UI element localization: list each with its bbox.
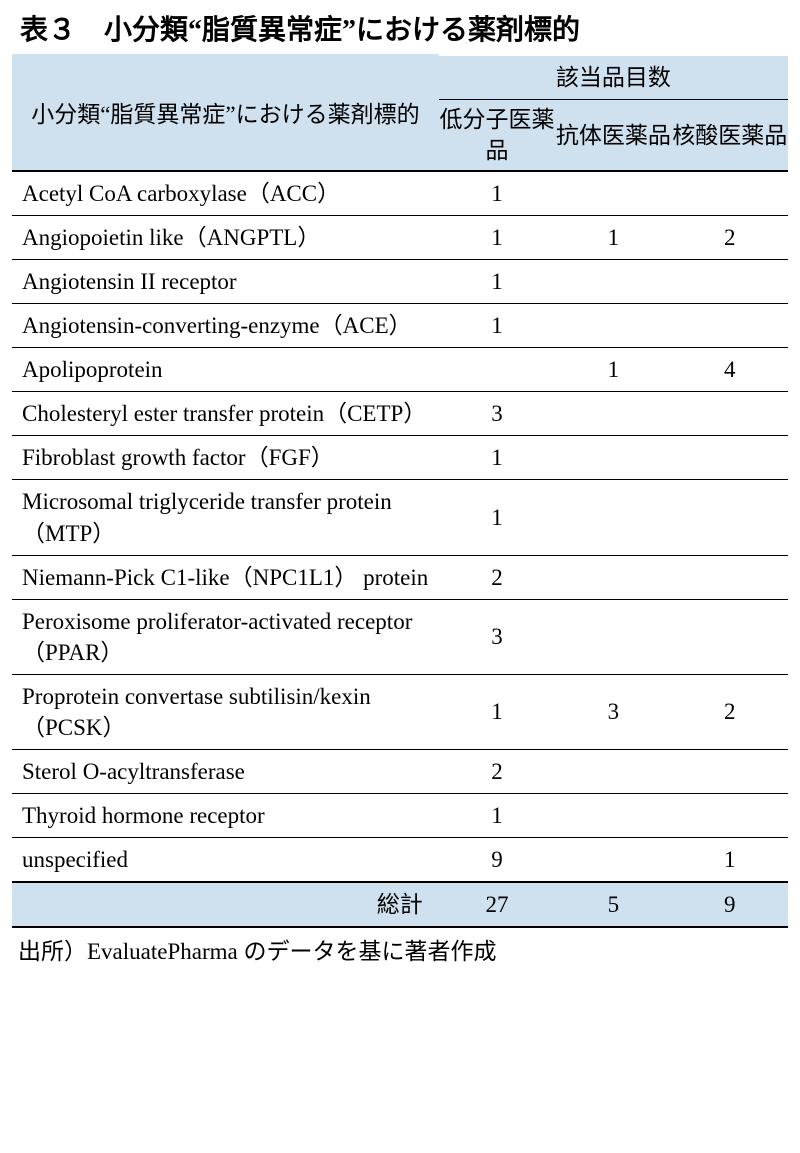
value-cell bbox=[555, 837, 671, 882]
target-cell: Microsomal triglyceride transfer protein… bbox=[12, 480, 439, 555]
table-row: Cholesteryl ester transfer protein（CETP）… bbox=[12, 392, 788, 436]
target-cell: Apolipoprotein bbox=[12, 348, 439, 392]
value-cell bbox=[555, 304, 671, 348]
value-cell: 2 bbox=[439, 749, 555, 793]
target-cell: Peroxisome proliferator-activated recept… bbox=[12, 599, 439, 674]
value-cell: 4 bbox=[672, 348, 788, 392]
total-label: 総計 bbox=[12, 882, 439, 927]
total-value: 5 bbox=[555, 882, 671, 927]
table-title: 表３ 小分類“脂質異常症”における薬剤標的 bbox=[12, 8, 788, 48]
target-cell: Sterol O-acyltransferase bbox=[12, 749, 439, 793]
table-row: Sterol O-acyltransferase2 bbox=[12, 749, 788, 793]
value-cell bbox=[672, 260, 788, 304]
value-cell: 1 bbox=[439, 260, 555, 304]
value-cell bbox=[555, 260, 671, 304]
value-cell bbox=[672, 749, 788, 793]
value-cell bbox=[555, 749, 671, 793]
value-cell bbox=[555, 599, 671, 674]
header-small-mol: 低分子医薬品 bbox=[439, 100, 555, 172]
value-cell: 3 bbox=[439, 599, 555, 674]
target-cell: Cholesteryl ester transfer protein（CETP） bbox=[12, 392, 439, 436]
value-cell bbox=[555, 793, 671, 837]
target-cell: Thyroid hormone receptor bbox=[12, 793, 439, 837]
total-row: 総計2759 bbox=[12, 882, 788, 927]
value-cell: 1 bbox=[439, 171, 555, 216]
table-row: unspecified9 1 bbox=[12, 837, 788, 882]
value-cell bbox=[672, 436, 788, 480]
value-cell bbox=[555, 171, 671, 216]
target-cell: Proprotein convertase subtilisin/kexin（P… bbox=[12, 674, 439, 749]
table-row: Acetyl CoA carboxylase（ACC）1 bbox=[12, 171, 788, 216]
value-cell bbox=[672, 555, 788, 599]
table-body: Acetyl CoA carboxylase（ACC）1Angiopoietin… bbox=[12, 171, 788, 927]
value-cell bbox=[555, 436, 671, 480]
value-cell: 3 bbox=[439, 392, 555, 436]
value-cell bbox=[555, 555, 671, 599]
value-cell bbox=[672, 392, 788, 436]
total-value: 9 bbox=[672, 882, 788, 927]
table-row: Microsomal triglyceride transfer protein… bbox=[12, 480, 788, 555]
value-cell: 9 bbox=[439, 837, 555, 882]
target-cell: Niemann-Pick C1-like（NPC1L1） protein bbox=[12, 555, 439, 599]
data-table: 小分類“脂質異常症”における薬剤標的 該当品目数 低分子医薬品 抗体医薬品 核酸… bbox=[12, 54, 788, 928]
table-row: Angiotensin II receptor1 bbox=[12, 260, 788, 304]
value-cell: 1 bbox=[555, 348, 671, 392]
header-category: 該当品目数 bbox=[439, 56, 788, 100]
target-cell: Angiotensin II receptor bbox=[12, 260, 439, 304]
value-cell: 1 bbox=[439, 216, 555, 260]
table-row: Peroxisome proliferator-activated recept… bbox=[12, 599, 788, 674]
value-cell: 2 bbox=[672, 674, 788, 749]
value-cell bbox=[672, 480, 788, 555]
header-target: 小分類“脂質異常症”における薬剤標的 bbox=[12, 56, 439, 171]
value-cell: 1 bbox=[439, 304, 555, 348]
footnote: 出所）EvaluatePharma のデータを基に著者作成 bbox=[12, 932, 788, 966]
target-cell: Angiotensin-converting-enzyme（ACE） bbox=[12, 304, 439, 348]
value-cell bbox=[555, 480, 671, 555]
value-cell: 2 bbox=[439, 555, 555, 599]
value-cell bbox=[672, 304, 788, 348]
table-row: Angiopoietin like（ANGPTL）112 bbox=[12, 216, 788, 260]
value-cell: 3 bbox=[555, 674, 671, 749]
target-cell: Angiopoietin like（ANGPTL） bbox=[12, 216, 439, 260]
table-row: Niemann-Pick C1-like（NPC1L1） protein2 bbox=[12, 555, 788, 599]
value-cell: 1 bbox=[439, 793, 555, 837]
header-nucleic: 核酸医薬品 bbox=[672, 100, 788, 172]
target-cell: unspecified bbox=[12, 837, 439, 882]
value-cell: 1 bbox=[555, 216, 671, 260]
value-cell: 1 bbox=[672, 837, 788, 882]
header-antibody: 抗体医薬品 bbox=[555, 100, 671, 172]
table-row: Apolipoprotein 14 bbox=[12, 348, 788, 392]
target-cell: Fibroblast growth factor（FGF） bbox=[12, 436, 439, 480]
value-cell bbox=[555, 392, 671, 436]
value-cell bbox=[672, 793, 788, 837]
value-cell: 1 bbox=[439, 436, 555, 480]
target-cell: Acetyl CoA carboxylase（ACC） bbox=[12, 171, 439, 216]
table-row: Angiotensin-converting-enzyme（ACE）1 bbox=[12, 304, 788, 348]
value-cell bbox=[672, 599, 788, 674]
table-row: Fibroblast growth factor（FGF）1 bbox=[12, 436, 788, 480]
table-row: Proprotein convertase subtilisin/kexin（P… bbox=[12, 674, 788, 749]
value-cell bbox=[439, 348, 555, 392]
value-cell: 2 bbox=[672, 216, 788, 260]
value-cell bbox=[672, 171, 788, 216]
table-row: Thyroid hormone receptor1 bbox=[12, 793, 788, 837]
total-value: 27 bbox=[439, 882, 555, 927]
value-cell: 1 bbox=[439, 480, 555, 555]
value-cell: 1 bbox=[439, 674, 555, 749]
